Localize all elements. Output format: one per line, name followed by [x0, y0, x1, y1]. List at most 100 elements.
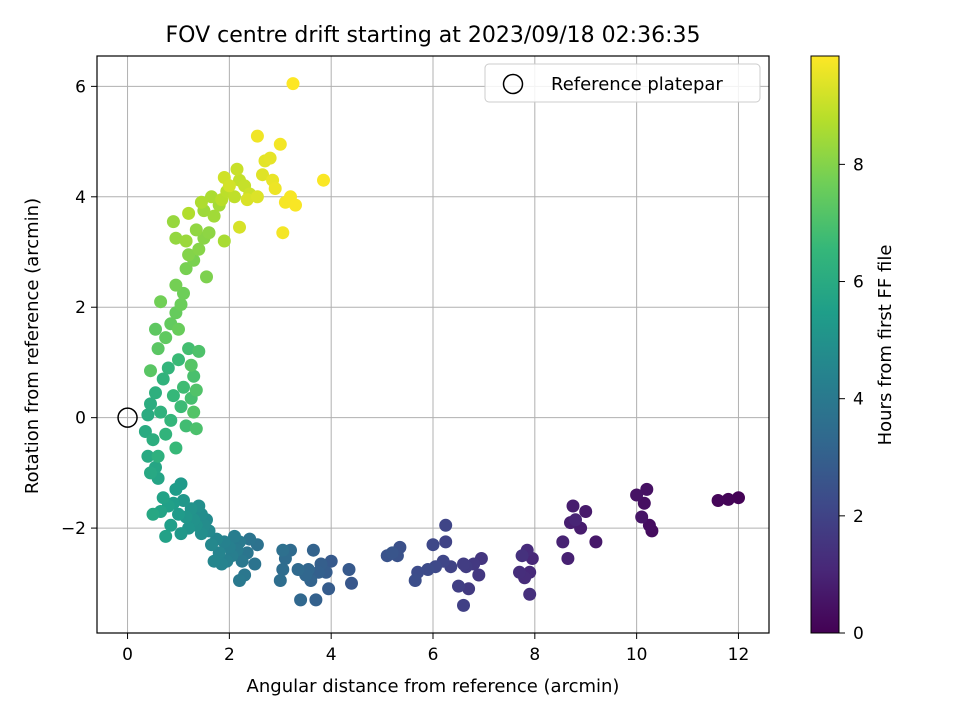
data-point [177, 494, 190, 507]
data-point [312, 565, 325, 579]
data-point [141, 408, 155, 422]
data-point [439, 535, 453, 549]
data-point [207, 209, 221, 223]
data-point [164, 518, 178, 532]
data-point [322, 582, 336, 596]
y-axis-label: Rotation from reference (arcmin) [22, 198, 43, 494]
data-point [324, 554, 338, 568]
data-point [222, 179, 236, 193]
x-tick-label: 0 [122, 645, 133, 665]
data-point [179, 234, 193, 248]
data-point [426, 538, 440, 552]
data-point [711, 494, 725, 507]
colorbar-tick-label: 6 [853, 273, 864, 293]
data-points [138, 77, 745, 612]
data-point [250, 190, 264, 204]
data-point [452, 579, 465, 593]
data-point [207, 554, 221, 568]
data-point [194, 195, 208, 209]
data-point [205, 190, 218, 204]
data-point [205, 538, 218, 552]
data-point [408, 574, 422, 587]
x-tick-label: 10 [626, 645, 648, 665]
data-point [233, 574, 246, 587]
data-point [276, 226, 290, 240]
data-point [174, 527, 188, 541]
data-point [189, 223, 203, 237]
data-point [309, 593, 323, 607]
data-point [159, 427, 173, 441]
data-point [289, 198, 302, 212]
data-point [248, 557, 262, 571]
data-point [317, 173, 330, 187]
data-point [154, 295, 168, 309]
data-point [174, 298, 188, 311]
legend-entry: Reference platepar [551, 74, 723, 95]
data-point [635, 510, 649, 524]
data-point [457, 557, 470, 571]
data-point [177, 380, 190, 394]
y-tick-label: −2 [61, 519, 86, 539]
data-point [276, 543, 290, 557]
data-point [141, 449, 155, 463]
data-point [138, 425, 152, 438]
data-point [342, 563, 356, 576]
data-point [144, 466, 157, 480]
data-point [268, 182, 282, 195]
data-point [513, 565, 526, 579]
data-point [144, 397, 157, 411]
x-tick-label: 2 [224, 645, 235, 665]
data-point [177, 286, 190, 300]
data-point [385, 546, 399, 560]
data-point [159, 529, 173, 543]
colorbar-tick-label: 4 [853, 390, 864, 410]
data-point [230, 162, 244, 176]
data-point [721, 492, 735, 506]
data-point [179, 262, 193, 276]
data-point [291, 563, 305, 576]
data-point [169, 482, 183, 496]
data-point [457, 598, 470, 612]
data-point [515, 549, 529, 563]
data-point [732, 491, 745, 505]
data-point [556, 535, 570, 549]
data-point [164, 413, 178, 427]
data-point [200, 270, 213, 284]
data-point [294, 593, 308, 607]
reference-point [117, 407, 138, 428]
colorbar-tick-label: 0 [853, 624, 864, 644]
data-point [589, 535, 603, 549]
data-point [276, 563, 290, 576]
x-tick-label: 12 [728, 645, 750, 665]
data-point [187, 405, 201, 419]
data-point [149, 386, 162, 400]
data-point [156, 372, 170, 386]
colorbar-gradient [810, 55, 840, 634]
data-point [169, 278, 183, 292]
legend-marker [502, 73, 524, 95]
data-point [235, 554, 249, 568]
data-point [149, 322, 162, 336]
data-point [202, 226, 216, 240]
data-point [184, 358, 198, 372]
data-point [187, 369, 201, 383]
data-point [182, 342, 196, 356]
colorbar-tick-label: 2 [853, 507, 864, 527]
data-point [263, 151, 277, 165]
y-axis-ticks: −2 0 2 4 6 [61, 77, 97, 539]
legend-box [484, 63, 761, 103]
legend: Reference platepar [484, 63, 761, 103]
data-point [243, 532, 257, 546]
data-point [192, 344, 206, 358]
colorbar-tick-label: 8 [853, 155, 864, 175]
data-point [233, 220, 246, 234]
data-point [172, 507, 185, 521]
data-point [250, 129, 264, 143]
data-point [154, 405, 168, 419]
data-point [566, 499, 580, 513]
data-point [286, 77, 300, 91]
data-point [156, 491, 170, 505]
data-point [161, 361, 175, 375]
y-tick-label: 0 [75, 409, 86, 429]
x-axis-label: Angular distance from reference (arcmin) [247, 676, 620, 697]
